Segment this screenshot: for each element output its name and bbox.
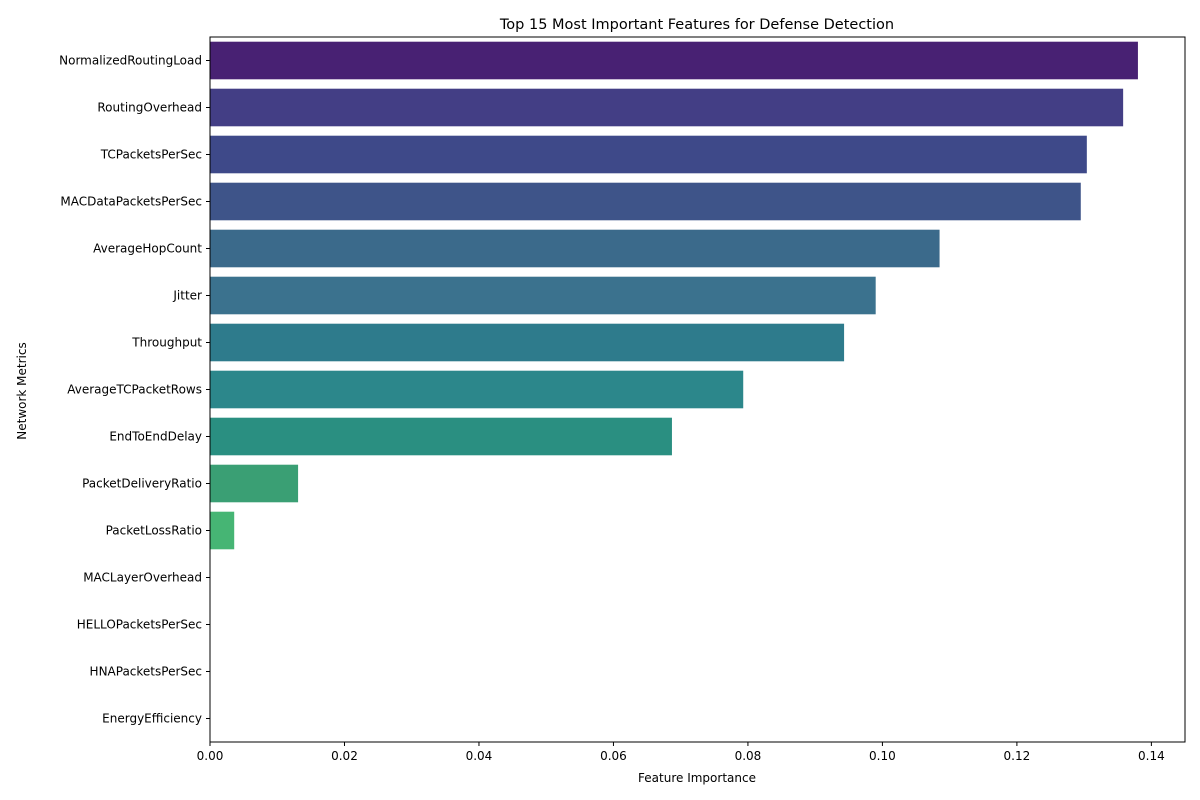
chart-title: Top 15 Most Important Features for Defen… [499,17,894,33]
x-tick-label: 0.04 [466,749,493,763]
y-tick-label: RoutingOverhead [97,101,202,115]
bar-Throughput [210,323,845,362]
y-tick-label: PacketLossRatio [106,524,202,538]
bar-Jitter [210,276,876,315]
y-tick-label: Jitter [172,289,202,303]
y-tick-label: EndToEndDelay [109,430,202,444]
bar-EndToEndDelay [210,417,672,456]
plot-frame [209,36,1186,743]
bar-AverageTCPacketRows [210,370,744,409]
y-tick-label: MACDataPacketsPerSec [60,195,202,209]
y-tick-label: HELLOPacketsPerSec [77,618,202,632]
y-tick-label: AverageHopCount [93,242,202,256]
x-tick-label: 0.08 [735,749,762,763]
bar-PacketDeliveryRatio [210,464,299,503]
bars-group [210,41,1138,550]
bar-PacketLossRatio [210,511,235,550]
y-tick-label: EnergyEfficiency [102,712,202,726]
y-tick-label: PacketDeliveryRatio [82,477,202,491]
bar-AverageHopCount [210,229,940,268]
bar-TCPacketsPerSec [210,135,1087,174]
y-tick-label: Throughput [131,336,202,350]
y-tick-label: TCPacketsPerSec [100,148,202,162]
bar-RoutingOverhead [210,88,1124,127]
y-axis-title: Network Metrics [15,342,29,439]
x-tick-label: 0.00 [197,749,224,763]
x-tick-label: 0.02 [331,749,358,763]
x-tick-label: 0.12 [1004,749,1031,763]
x-tick-label: 0.14 [1138,749,1165,763]
x-tick-label: 0.10 [869,749,896,763]
x-axis-ticks: 0.00 0.02 0.04 0.06 0.08 0.10 0.12 0.14 [197,742,1165,763]
y-tick-label: HNAPacketsPerSec [90,665,202,679]
y-tick-label: MACLayerOverhead [83,571,202,585]
x-axis-title: Feature Importance [638,771,756,785]
y-tick-label: NormalizedRoutingLoad [59,54,202,68]
y-tick-label: AverageTCPacketRows [67,383,202,397]
y-axis-ticks: NormalizedRoutingLoad RoutingOverhead TCPa… [59,54,210,726]
bar-NormalizedRoutingLoad [210,41,1138,80]
bar-MACDataPacketsPerSec [210,182,1081,221]
x-tick-label: 0.06 [600,749,627,763]
